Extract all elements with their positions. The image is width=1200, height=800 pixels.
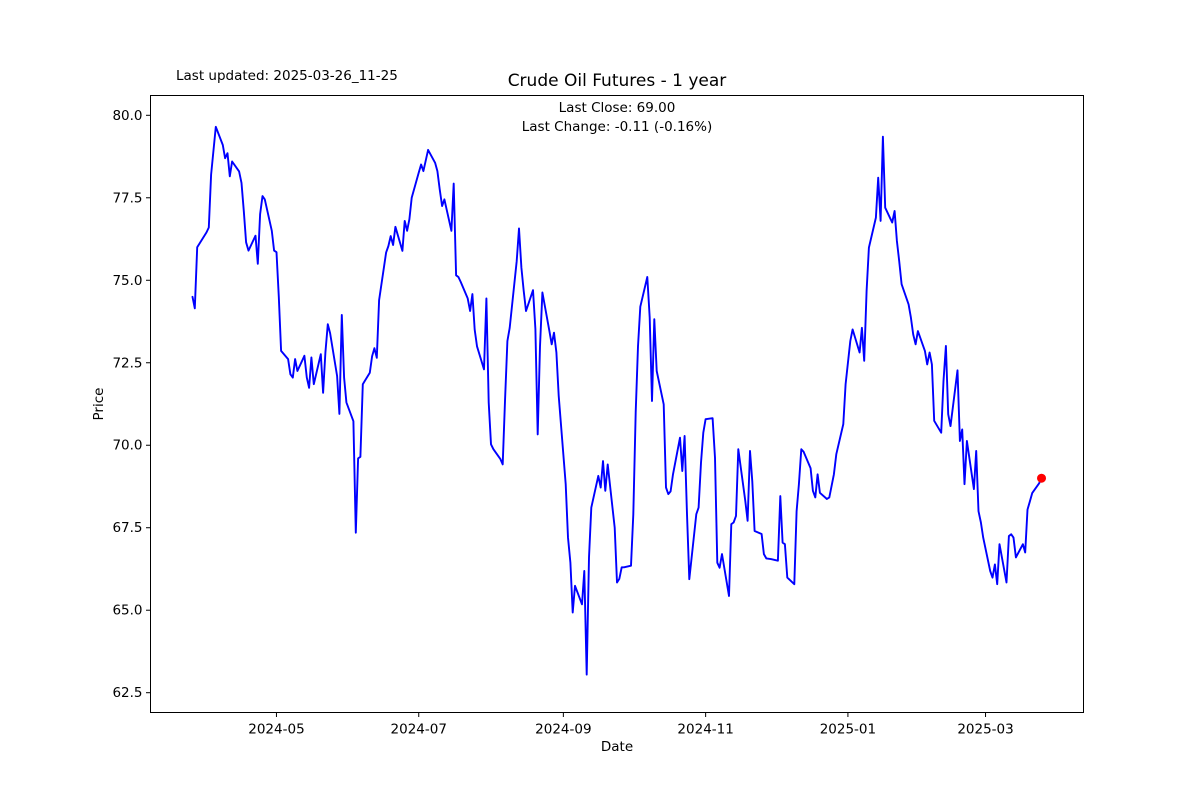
last-updated-text: Last updated: 2025-03-26_11-25 [176, 68, 398, 84]
x-tick-label: 2025-03 [957, 722, 1013, 738]
last-close-annotation: Last Close: 69.00 [558, 100, 676, 116]
y-tick-label: 65.0 [112, 603, 142, 619]
chart-title: Crude Oil Futures - 1 year [507, 71, 727, 91]
x-axis-label: Date [600, 739, 634, 755]
last-change-annotation: Last Change: -0.11 (-0.16%) [521, 119, 713, 135]
y-tick-label: 72.5 [112, 355, 142, 371]
y-tick-label: 67.5 [112, 520, 142, 536]
y-axis-label: Price [91, 387, 107, 421]
x-tick-label: 2025-01 [820, 722, 876, 738]
axes-frame [150, 95, 1084, 713]
y-tick-label: 80.0 [112, 108, 142, 124]
y-tick-label: 75.0 [112, 273, 142, 289]
x-tick-label: 2024-09 [535, 722, 591, 738]
last-price-marker [1037, 473, 1047, 483]
price-line [191, 125, 1043, 676]
x-tick-label: 2024-07 [391, 722, 447, 738]
y-tick-label: 70.0 [112, 438, 142, 454]
y-tick-label: 77.5 [112, 190, 142, 206]
y-tick-label: 62.5 [112, 685, 142, 701]
x-tick-label: 2024-11 [677, 722, 733, 738]
x-tick-label: 2024-05 [248, 722, 304, 738]
